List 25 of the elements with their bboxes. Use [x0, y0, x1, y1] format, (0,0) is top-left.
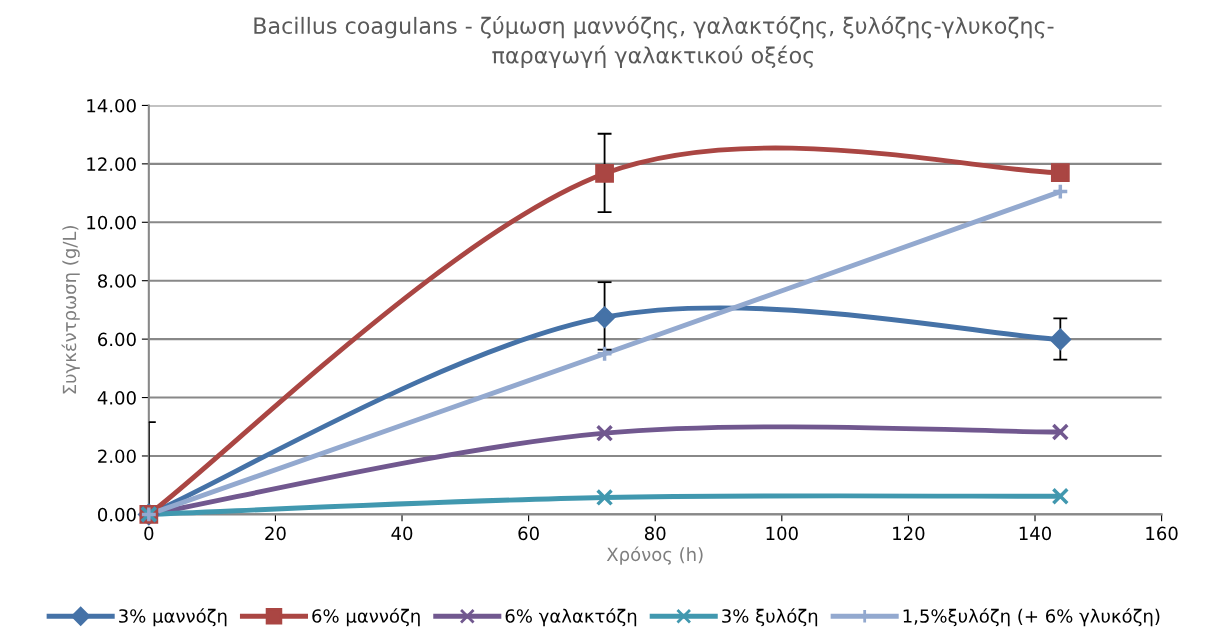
y-tick-label: 2.00	[98, 449, 136, 464]
x-tick-label: 60	[518, 526, 539, 541]
legend-label: 3% ξυλόζη	[722, 608, 818, 627]
y-axis-title: Συγκέντρωση (g/L)	[61, 226, 80, 394]
legend-label: 3% μαννόζη	[119, 608, 227, 627]
chart-title: Bacillus coagulans - ζύμωση μαννόζης, γαλακτόζης, ξυλόζης-γλυκοζης- παραγωγή γαλακτικού οξέος	[254, 15, 1054, 68]
y-tick-label: 14.00	[87, 98, 136, 113]
y-tick-label: 10.00	[87, 215, 136, 230]
y-tick-label: 6.00	[98, 332, 136, 347]
x-tick-label: 80	[644, 526, 666, 541]
legend-label: 6% γαλακτόζη	[505, 608, 637, 627]
legend-label: 6% μαννόζη	[312, 608, 420, 627]
legend-label: 1,5%ξυλόζη (+ 6% γλυκόζη)	[903, 608, 1160, 627]
x-tick-label: 140	[1019, 526, 1052, 541]
x-tick-label: 100	[766, 526, 798, 541]
y-tick-label: 12.00	[87, 157, 136, 171]
x-tick-label: 40	[391, 526, 413, 541]
y-tick-label: 4.00	[97, 391, 136, 405]
y-tick-label: 0.00	[98, 507, 136, 522]
x-tick-label: 160	[1146, 526, 1178, 541]
x-tick-label: 0	[144, 526, 154, 541]
y-tick-label: 8.00	[98, 274, 136, 288]
x-tick-label: 20	[265, 526, 286, 541]
x-tick-label: 120	[893, 526, 925, 541]
x-axis-title: Χρόνος (h)	[606, 546, 703, 565]
